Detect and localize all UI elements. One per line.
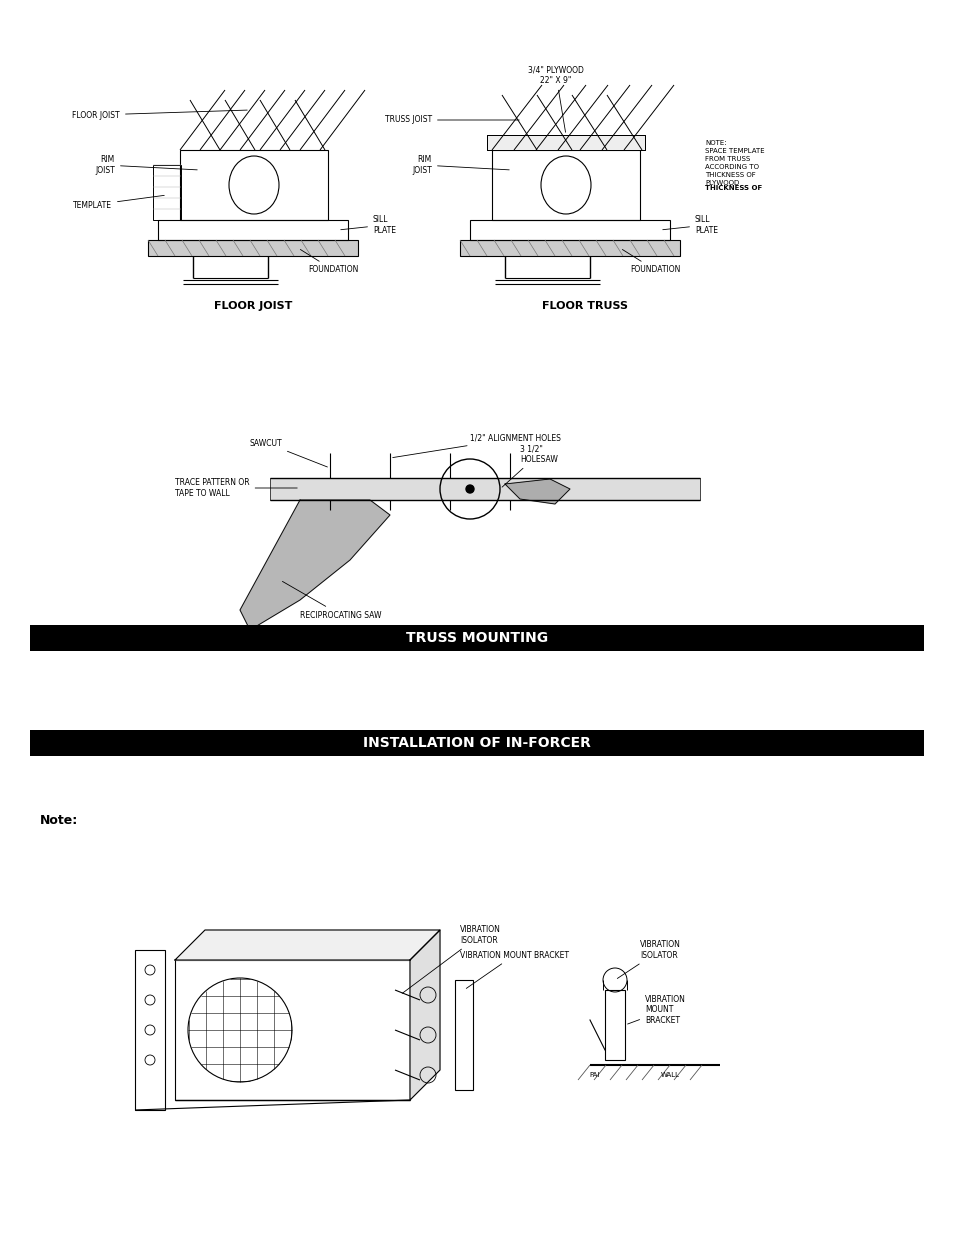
Bar	[135, 950, 165, 1110]
Text: INSTALLATION OF IN-FORCER: INSTALLATION OF IN-FORCER	[363, 736, 590, 750]
Text: PAI: PAI	[589, 1072, 599, 1078]
Text: FOUNDATION: FOUNDATION	[621, 249, 679, 274]
Bar	[486, 135, 644, 149]
Text: FLOOR JOIST: FLOOR JOIST	[72, 110, 247, 120]
Polygon shape	[240, 500, 390, 630]
Bar	[174, 960, 410, 1100]
Bar	[148, 240, 357, 256]
Text: RIM
JOIST: RIM JOIST	[95, 156, 197, 174]
Circle shape	[465, 485, 474, 493]
Bar	[30, 625, 923, 651]
Text: TEMPLATE: TEMPLATE	[73, 195, 164, 210]
Text: VIBRATION
MOUNT
BRACKET: VIBRATION MOUNT BRACKET	[627, 995, 685, 1025]
Bar	[470, 220, 669, 240]
Bar	[30, 730, 923, 756]
Text: FLOOR JOIST: FLOOR JOIST	[213, 301, 292, 311]
Bar	[492, 149, 639, 220]
Text: VIBRATION MOUNT BRACKET: VIBRATION MOUNT BRACKET	[459, 951, 568, 988]
Text: 3 1/2"
HOLESAW: 3 1/2" HOLESAW	[501, 445, 558, 487]
Text: RECIPROCATING SAW: RECIPROCATING SAW	[282, 582, 381, 620]
Text: VIBRATION
ISOLATOR: VIBRATION ISOLATOR	[402, 925, 500, 993]
Text: THICKNESS OF: THICKNESS OF	[704, 185, 761, 191]
Text: 3/4" PLYWOOD
22" X 9": 3/4" PLYWOOD 22" X 9"	[528, 65, 583, 132]
Bar	[270, 478, 700, 500]
Bar	[455, 981, 473, 1091]
Text: SILL
PLATE: SILL PLATE	[340, 215, 395, 235]
Bar	[158, 220, 348, 240]
Text: TRUSS MOUNTING: TRUSS MOUNTING	[406, 631, 547, 645]
Bar	[180, 149, 328, 220]
Polygon shape	[174, 930, 439, 960]
Text: VIBRATION
ISOLATOR: VIBRATION ISOLATOR	[617, 940, 680, 978]
Text: NOTE:
SPACE TEMPLATE
FROM TRUSS
ACCORDING TO
THICKNESS OF
PLYWOOD: NOTE: SPACE TEMPLATE FROM TRUSS ACCORDIN…	[704, 140, 763, 186]
Text: FLOOR TRUSS: FLOOR TRUSS	[541, 301, 627, 311]
Text: FOUNDATION: FOUNDATION	[300, 249, 358, 274]
Bar	[152, 165, 181, 220]
Text: SAWCUT: SAWCUT	[250, 438, 327, 467]
Text: TRACE PATTERN OR
TAPE TO WALL: TRACE PATTERN OR TAPE TO WALL	[174, 478, 297, 498]
Text: 1/2" ALIGNMENT HOLES: 1/2" ALIGNMENT HOLES	[393, 433, 560, 457]
Text: SILL
PLATE: SILL PLATE	[662, 215, 718, 235]
Bar	[604, 990, 624, 1060]
Text: WALL: WALL	[659, 1072, 679, 1078]
Text: Note:: Note:	[40, 814, 78, 826]
Polygon shape	[410, 930, 439, 1100]
Bar	[486, 135, 644, 149]
Bar	[459, 240, 679, 256]
Text: RIM
JOIST: RIM JOIST	[412, 156, 509, 174]
Text: TRUSS JOIST: TRUSS JOIST	[384, 116, 518, 125]
Polygon shape	[504, 479, 569, 504]
